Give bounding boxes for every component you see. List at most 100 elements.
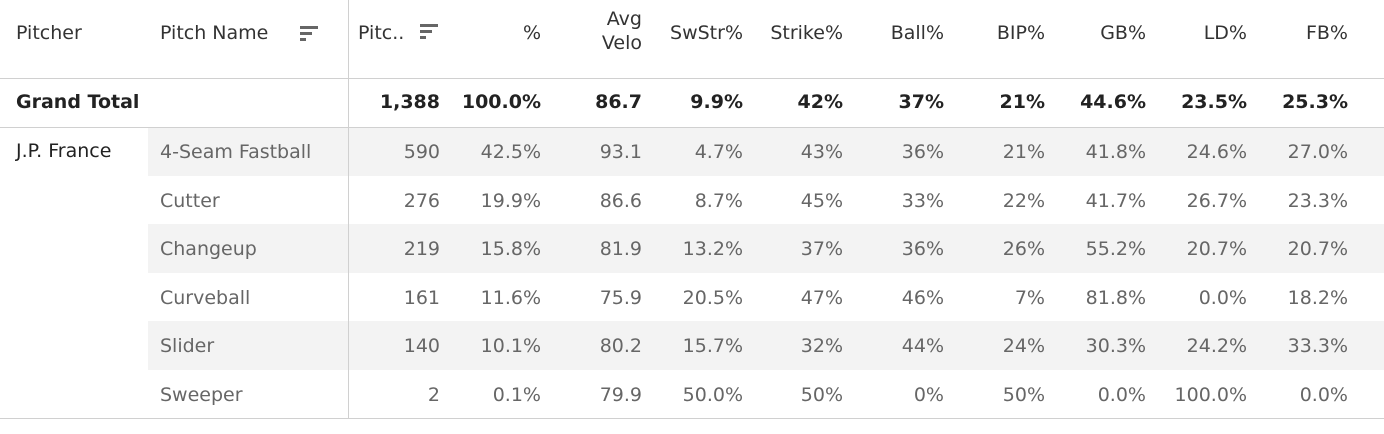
cell-value: 80.2: [599, 335, 642, 357]
total-value: 9.9%: [690, 91, 743, 113]
cell-value: 46%: [901, 286, 944, 309]
pitch-name: 4-Seam Fastball: [160, 141, 312, 163]
pitch-name: Cutter: [160, 189, 220, 212]
sort-icon[interactable]: [420, 22, 440, 42]
header-cell[interactable]: FB%: [1305, 22, 1348, 44]
cell-value: 2: [427, 383, 440, 406]
pitcher-name: J.P. France: [16, 140, 112, 162]
cell-value: 81.9: [599, 238, 642, 260]
cell-value: 20.7%: [1186, 238, 1247, 260]
cell-value: 33.3%: [1287, 335, 1348, 357]
cell-value: 0.0%: [1097, 383, 1146, 406]
cell-value: 86.6: [599, 189, 642, 212]
cell-value: 43%: [800, 141, 843, 163]
header-cell[interactable]: SwStr%: [670, 22, 743, 44]
header-cell[interactable]: Avg Velo: [601, 8, 642, 54]
pitch-name: Slider: [160, 335, 215, 357]
column-divider: [348, 0, 349, 418]
cell-value: 219: [403, 238, 440, 260]
cell-value: 10.1%: [480, 335, 541, 357]
cell-value: 21%: [1002, 141, 1045, 163]
cell-value: 24.6%: [1186, 141, 1247, 163]
cell-value: 37%: [800, 238, 843, 260]
cell-value: 42.5%: [480, 141, 541, 163]
cell-value: 100.0%: [1174, 383, 1247, 406]
row-band: [148, 321, 1384, 370]
row-band: [148, 127, 1384, 176]
cell-value: 23.3%: [1287, 189, 1348, 212]
pitch-name: Changeup: [160, 238, 257, 260]
cell-value: 41.8%: [1085, 141, 1146, 163]
cell-value: 0%: [913, 383, 944, 406]
cell-value: 50%: [1002, 383, 1045, 406]
header-cell[interactable]: Ball%: [890, 22, 944, 44]
cell-value: 41.7%: [1085, 189, 1146, 212]
header-cell[interactable]: BIP%: [996, 22, 1045, 44]
header-cell[interactable]: Strike%: [770, 22, 843, 44]
cell-value: 50%: [800, 383, 843, 406]
header-cell[interactable]: Pitch Name: [160, 22, 269, 44]
cell-value: 79.9: [599, 383, 642, 406]
total-value: 42%: [797, 91, 843, 113]
cell-value: 11.6%: [480, 286, 541, 309]
total-value: 25.3%: [1282, 91, 1348, 113]
sort-icon[interactable]: [300, 24, 320, 44]
cell-value: 32%: [800, 335, 843, 357]
cell-value: 93.1: [599, 141, 642, 163]
header-cell[interactable]: LD%: [1203, 22, 1247, 44]
total-value: 23.5%: [1181, 91, 1247, 113]
pitch-name: Curveball: [160, 286, 251, 309]
cell-value: 15.8%: [480, 238, 541, 260]
cell-value: 24%: [1002, 335, 1045, 357]
cell-value: 50.0%: [682, 383, 743, 406]
header-cell[interactable]: GB%: [1100, 22, 1146, 44]
total-label: Grand Total: [16, 91, 140, 113]
cell-value: 7%: [1014, 286, 1045, 309]
cell-value: 0.0%: [1299, 383, 1348, 406]
cell-value: 26.7%: [1186, 189, 1247, 212]
cell-value: 20.7%: [1287, 238, 1348, 260]
cell-value: 45%: [800, 189, 843, 212]
header-cell[interactable]: %: [522, 22, 541, 44]
cell-value: 30.3%: [1085, 335, 1146, 357]
cell-value: 590: [403, 141, 440, 163]
cell-value: 55.2%: [1085, 238, 1146, 260]
header-cell[interactable]: Pitcher: [16, 22, 82, 44]
cell-value: 26%: [1002, 238, 1045, 260]
cell-value: 44%: [901, 335, 944, 357]
cell-value: 36%: [901, 141, 944, 163]
cell-value: 36%: [901, 238, 944, 260]
total-value: 100.0%: [461, 91, 541, 113]
cell-value: 33%: [901, 189, 944, 212]
cell-value: 18.2%: [1287, 286, 1348, 309]
total-value: 86.7: [595, 91, 642, 113]
cell-value: 0.1%: [492, 383, 541, 406]
cell-value: 140: [403, 335, 440, 357]
cell-value: 19.9%: [480, 189, 541, 212]
header-cell[interactable]: Pitc..: [358, 22, 405, 44]
total-value: 21%: [999, 91, 1045, 113]
cell-value: 0.0%: [1198, 286, 1247, 309]
cell-value: 75.9: [599, 286, 642, 309]
cell-value: 13.2%: [682, 238, 743, 260]
cell-value: 47%: [800, 286, 843, 309]
total-value: 1,388: [379, 91, 440, 113]
header-divider: [0, 78, 1384, 79]
total-value: 44.6%: [1080, 91, 1146, 113]
total-divider: [0, 127, 1384, 128]
cell-value: 15.7%: [682, 335, 743, 357]
pitch-name: Sweeper: [160, 383, 243, 406]
row-band: [148, 224, 1384, 273]
cell-value: 4.7%: [694, 141, 743, 163]
total-value: 37%: [898, 91, 944, 113]
cell-value: 20.5%: [682, 286, 743, 309]
cell-value: 24.2%: [1186, 335, 1247, 357]
cell-value: 276: [403, 189, 440, 212]
cell-value: 22%: [1002, 189, 1045, 212]
cell-value: 8.7%: [694, 189, 743, 212]
cell-value: 161: [403, 286, 440, 309]
cell-value: 27.0%: [1287, 141, 1348, 163]
cell-value: 81.8%: [1085, 286, 1146, 309]
bottom-line: [0, 418, 1384, 419]
